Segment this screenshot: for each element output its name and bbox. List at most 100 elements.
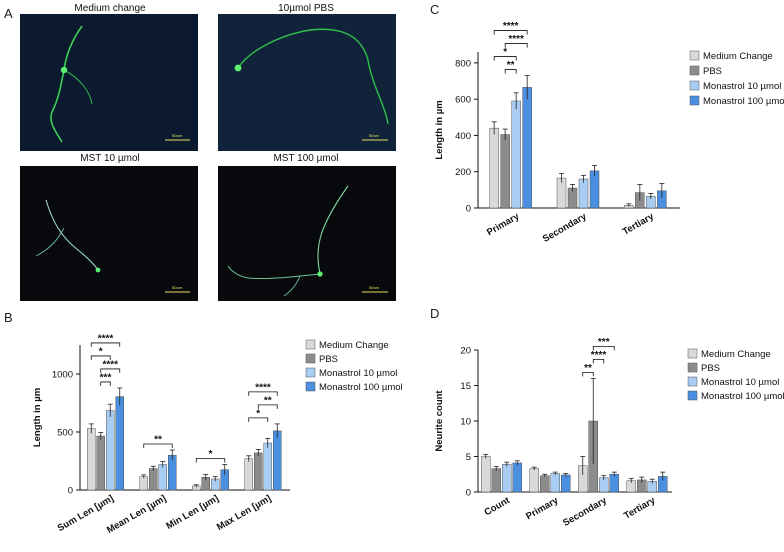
bar bbox=[481, 456, 491, 493]
significance-bracket bbox=[90, 342, 121, 347]
legend-swatch bbox=[687, 376, 698, 387]
y-tick-label: 500 bbox=[57, 428, 73, 439]
scale-bar-label: 50um bbox=[172, 285, 183, 290]
legend-label: Monastrol 10 µmol bbox=[701, 377, 779, 388]
bar bbox=[489, 127, 499, 209]
legend-swatch bbox=[689, 80, 700, 91]
y-tick-label: 5 bbox=[466, 452, 471, 463]
bar bbox=[578, 178, 589, 209]
bar bbox=[589, 170, 600, 209]
y-tick-label: 10 bbox=[460, 417, 471, 428]
significance-bracket bbox=[90, 355, 111, 360]
bar bbox=[87, 428, 96, 491]
scale-bar-label: 50um bbox=[369, 285, 380, 290]
bar bbox=[106, 410, 115, 491]
panel-label-b: B bbox=[4, 310, 13, 325]
significance-bracket bbox=[592, 346, 615, 351]
category-label: Secondary bbox=[541, 211, 589, 245]
significance-label: ** bbox=[584, 363, 592, 374]
legend-swatch bbox=[687, 362, 698, 373]
bar bbox=[96, 435, 105, 491]
y-axis-label: Neurite count bbox=[434, 390, 445, 452]
significance-label: ** bbox=[264, 395, 272, 406]
category-label: Secondary bbox=[561, 495, 609, 529]
y-axis-label: Length in µm bbox=[434, 100, 445, 159]
bar bbox=[273, 430, 282, 491]
category-label: Min Len [µm] bbox=[164, 493, 220, 532]
significance-bracket bbox=[143, 443, 173, 448]
significance-label: *** bbox=[100, 372, 112, 383]
legend-label: PBS bbox=[701, 363, 720, 374]
significance-bracket bbox=[582, 372, 594, 377]
bar bbox=[500, 134, 510, 209]
significance-bracket bbox=[504, 69, 517, 74]
y-tick-label: 600 bbox=[455, 95, 471, 106]
micrograph-title-mst-10: MST 10 µmol bbox=[80, 153, 139, 164]
significance-label: *** bbox=[598, 337, 610, 348]
legend-label: PBS bbox=[319, 354, 338, 365]
significance-label: **** bbox=[255, 382, 271, 393]
legend-swatch bbox=[689, 50, 700, 61]
bar bbox=[502, 464, 512, 493]
significance-bracket bbox=[493, 30, 528, 35]
legend-label: Medium Change bbox=[319, 340, 389, 351]
bar bbox=[522, 87, 532, 209]
significance-bracket bbox=[248, 391, 278, 396]
legend-swatch bbox=[687, 390, 698, 401]
significance-bracket bbox=[257, 404, 278, 409]
legend-label: Monastrol 100 µmol bbox=[701, 391, 784, 402]
legend-label: Monastrol 100 µmol bbox=[703, 96, 784, 107]
y-tick-label: 200 bbox=[455, 167, 471, 178]
micrograph-panel: A Medium change 50um 10µmol PBS 50um MST… bbox=[4, 3, 396, 301]
significance-bracket bbox=[100, 381, 111, 386]
legend-swatch bbox=[305, 339, 316, 350]
legend-swatch bbox=[305, 381, 316, 392]
significance-label: * bbox=[503, 47, 507, 58]
significance-bracket bbox=[504, 43, 528, 48]
significance-label: ** bbox=[507, 60, 515, 71]
micrograph-mst-10: 50um bbox=[20, 166, 198, 301]
micrograph-title-medium-change: Medium change bbox=[74, 3, 146, 14]
legend-label: Medium Change bbox=[701, 349, 771, 360]
significance-label: * bbox=[99, 346, 103, 357]
legend-swatch bbox=[305, 367, 316, 378]
legend-label: Monastrol 10 µmol bbox=[703, 81, 781, 92]
scale-bar-label: 50um bbox=[172, 133, 183, 138]
significance-bracket bbox=[493, 56, 517, 61]
legend-label: Monastrol 100 µmol bbox=[319, 382, 403, 393]
bar-chart-branch-lengths: C 0 200 400 600 800 Length in µm Primary Second… bbox=[430, 2, 784, 245]
legend-swatch bbox=[687, 348, 698, 359]
significance-label: **** bbox=[591, 350, 607, 361]
significance-bracket bbox=[248, 417, 269, 422]
category-label: Tertiary bbox=[621, 211, 657, 238]
significance-label: **** bbox=[503, 21, 519, 32]
significance-bracket bbox=[100, 368, 121, 373]
micrograph-title-pbs: 10µmol PBS bbox=[278, 3, 334, 14]
legend-label: Monastrol 10 µmol bbox=[319, 368, 397, 379]
significance-bracket bbox=[195, 458, 226, 463]
micrograph-pbs: 50um bbox=[218, 14, 396, 151]
category-label: Mean Len [µm] bbox=[105, 493, 168, 536]
y-tick-label: 0 bbox=[466, 488, 471, 499]
category-label: Max Len [µm] bbox=[215, 493, 273, 533]
bar bbox=[561, 474, 571, 493]
significance-label: ** bbox=[154, 434, 162, 445]
panel-label-a: A bbox=[4, 6, 13, 21]
legend-swatch bbox=[689, 65, 700, 76]
legend-swatch bbox=[689, 95, 700, 106]
bar bbox=[115, 396, 124, 491]
bar bbox=[491, 468, 501, 493]
panel-label-c: C bbox=[430, 2, 439, 17]
bar bbox=[244, 458, 253, 491]
y-tick-label: 800 bbox=[455, 58, 471, 69]
significance-label: **** bbox=[508, 34, 524, 45]
bar bbox=[254, 452, 263, 491]
legend-swatch bbox=[305, 353, 316, 364]
significance-label: **** bbox=[102, 359, 118, 370]
significance-label: * bbox=[209, 449, 213, 460]
legend-label: Medium Change bbox=[703, 51, 773, 62]
bar bbox=[511, 100, 521, 209]
category-label: Tertiary bbox=[622, 495, 658, 522]
